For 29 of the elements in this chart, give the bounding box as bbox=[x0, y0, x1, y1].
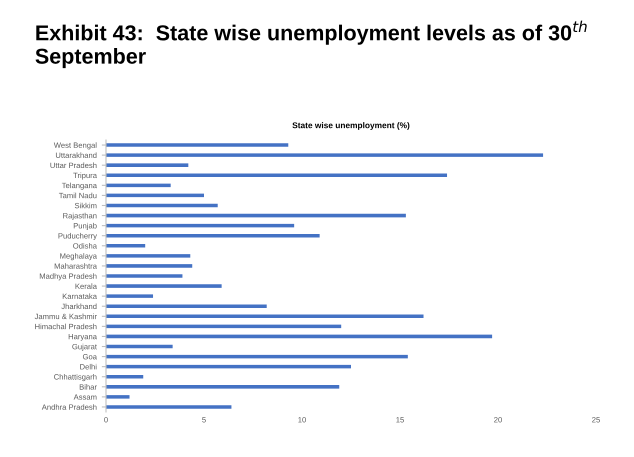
bar bbox=[106, 374, 144, 379]
bar bbox=[106, 354, 408, 358]
bar bbox=[106, 364, 351, 368]
bar bbox=[106, 224, 294, 228]
bar bbox=[106, 264, 192, 268]
bar bbox=[106, 173, 448, 178]
bar bbox=[106, 334, 492, 338]
bar bbox=[106, 385, 340, 389]
bar bbox=[106, 405, 232, 409]
bar bbox=[106, 344, 173, 348]
bar bbox=[106, 184, 171, 188]
bar bbox=[106, 153, 544, 157]
bar bbox=[106, 284, 222, 288]
bar bbox=[106, 234, 320, 238]
bar bbox=[106, 324, 342, 328]
bar bbox=[106, 244, 146, 248]
chart-subtitle: State wise unemployment (%) bbox=[292, 122, 410, 130]
bar bbox=[106, 314, 424, 318]
bar bbox=[106, 214, 406, 218]
bar bbox=[106, 204, 218, 208]
chart-title: Exhibit 43: State wise unemployment levels as of 30$^{th}$ September bbox=[35, 20, 587, 68]
bar bbox=[106, 163, 188, 167]
bar bbox=[106, 304, 267, 308]
bar bbox=[106, 254, 190, 258]
bar bbox=[106, 395, 130, 399]
bar bbox=[106, 143, 288, 147]
bar bbox=[106, 274, 182, 278]
bar bbox=[106, 194, 204, 198]
bar bbox=[106, 294, 154, 298]
